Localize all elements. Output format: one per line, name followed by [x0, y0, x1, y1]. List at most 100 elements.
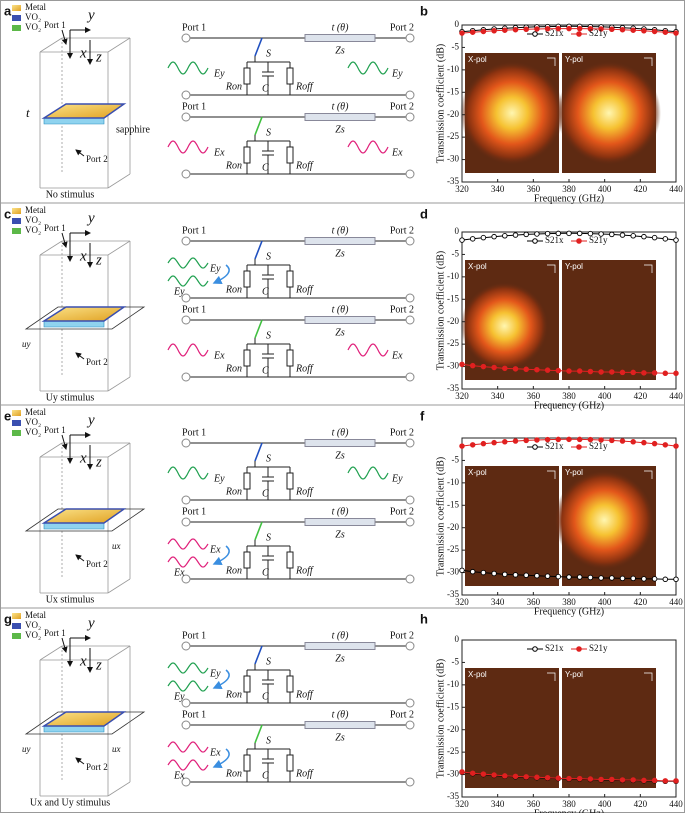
data-point: [534, 231, 540, 237]
terminal: [405, 495, 415, 505]
data-point: [502, 571, 508, 578]
caption: No stimulus: [46, 189, 95, 200]
data-point: [566, 574, 572, 580]
impedance-label: Zs: [335, 45, 345, 56]
resistor: [243, 675, 251, 693]
terminal: [405, 33, 415, 43]
stimulus-plane: [24, 306, 146, 330]
data-point: [512, 773, 519, 780]
data-point: [534, 366, 540, 373]
x-tick-label: 360: [527, 184, 541, 194]
terminal: [405, 438, 415, 448]
legend-label: VO₂: [25, 630, 41, 640]
data-point: [619, 777, 626, 783]
axis-label: y: [86, 7, 95, 23]
y-tick-label: -35: [447, 791, 459, 801]
legend-swatch: [12, 430, 21, 436]
data-point: [469, 29, 476, 35]
x-tick-label: 400: [598, 597, 612, 607]
data-point: [480, 569, 487, 576]
panel-label: c: [4, 206, 11, 221]
inset-map: [562, 260, 656, 380]
data-point: [673, 778, 679, 784]
data-point: [619, 369, 626, 376]
wave-reflected: [167, 759, 209, 771]
resistor: [286, 754, 294, 772]
data-point: [491, 233, 497, 240]
port-label: Port 1: [44, 425, 66, 435]
wave-label: Ey: [173, 286, 185, 297]
roff-label: Roff: [295, 284, 314, 295]
port-label: Port 1: [44, 20, 66, 30]
wave-in: [167, 61, 209, 75]
inset-axes: [644, 264, 653, 273]
roff-label: Roff: [295, 565, 314, 576]
inset-label: X-pol: [468, 55, 487, 64]
data-point: [502, 27, 508, 33]
legend-label: S21x: [545, 28, 564, 38]
data-point: [566, 25, 572, 32]
resistor: [286, 270, 294, 288]
wave-in: [167, 343, 209, 357]
chip-side: [43, 117, 105, 125]
data-point: [673, 237, 679, 243]
data-point: [523, 437, 529, 444]
wave-in: [167, 538, 209, 550]
data-point: [523, 774, 529, 780]
data-point: [609, 575, 615, 581]
cap-label: C: [262, 83, 269, 94]
data-point: [502, 365, 508, 372]
y-tick-label: 0: [455, 634, 460, 644]
reflection-arrow: [212, 748, 230, 768]
legend-label: Metal: [25, 205, 46, 215]
wave-label: Ey: [209, 263, 221, 274]
impedance-label: Zs: [335, 653, 345, 664]
x-tick-label: 420: [634, 184, 648, 194]
resistor: [286, 675, 294, 693]
axis-label: x: [79, 653, 87, 669]
wave-label: Ey: [173, 691, 185, 702]
data-point: [662, 778, 669, 784]
port-label: Port 1: [182, 427, 206, 438]
terminal: [405, 315, 415, 325]
chip-top: [41, 508, 127, 524]
terminal: [181, 33, 191, 43]
y-tick-label: -25: [447, 131, 459, 141]
data-point: [480, 28, 487, 35]
data-point: [630, 439, 636, 445]
y-tick-label: -10: [447, 271, 459, 281]
port-label: Port 2: [390, 630, 414, 641]
wave-in: [167, 741, 209, 753]
circuit-wire: [254, 442, 263, 462]
switch-label: S: [266, 453, 271, 464]
terminal: [181, 90, 191, 100]
wave-label: Ex: [209, 544, 221, 555]
cap-label: C: [262, 770, 269, 781]
circuit-wire: [254, 724, 263, 744]
data-point: [641, 576, 647, 582]
data-point: [459, 769, 465, 775]
data-point: [651, 777, 658, 784]
data-point: [651, 234, 658, 241]
legend-label: VO₂: [25, 215, 41, 225]
legend-label: S21x: [545, 643, 564, 653]
resistor: [286, 472, 294, 490]
roff-label: Roff: [295, 81, 314, 92]
resistor: [286, 67, 294, 85]
electrode-label: ux: [112, 744, 121, 754]
port-label: Port 1: [182, 630, 206, 641]
wave-out: [347, 140, 389, 154]
data-point: [544, 774, 551, 781]
line-label: t (θ): [332, 630, 350, 641]
transmission-line: [304, 721, 376, 729]
inset-axes: [547, 264, 556, 273]
axis-label: x: [79, 248, 87, 264]
legend-label: S21y: [589, 441, 608, 451]
panel-label: b: [420, 3, 428, 18]
transmission-line: [304, 113, 376, 121]
port-label: Port 1: [182, 304, 206, 315]
circuit-wire: [254, 645, 263, 665]
x-tick-label: 380: [562, 391, 576, 401]
electrode-label: uy: [22, 339, 31, 349]
x-axis-label: Frequency (GHz): [534, 606, 604, 617]
